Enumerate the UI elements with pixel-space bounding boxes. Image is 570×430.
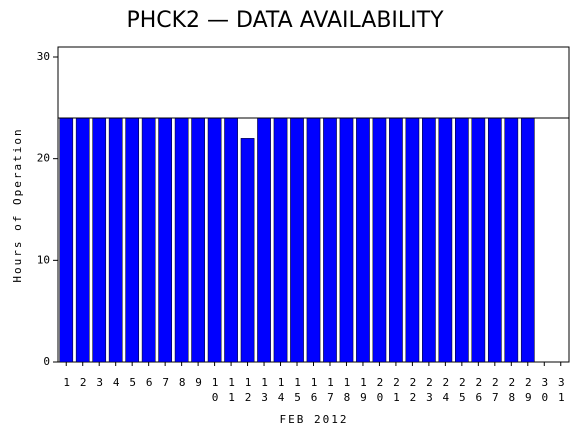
x-tick-label: 14 <box>275 376 288 406</box>
x-tick-label: 15 <box>291 376 304 406</box>
x-tick-label: 1 <box>60 376 73 391</box>
bar <box>306 117 321 363</box>
x-tick-label: 20 <box>373 376 386 406</box>
x-tick-label: 3 <box>93 376 106 391</box>
bar <box>356 117 370 363</box>
x-tick-label: 5 <box>126 376 139 391</box>
bar <box>455 117 469 363</box>
x-tick-label: 8 <box>176 376 189 391</box>
x-tick-label: 13 <box>258 376 271 406</box>
x-tick-label: 18 <box>340 376 353 406</box>
x-tick-label: 7 <box>159 376 172 391</box>
x-tick-label: 10 <box>209 376 222 406</box>
x-tick-label: 31 <box>555 376 568 406</box>
y-tick-label: 0 <box>43 355 50 368</box>
x-tick-label: 12 <box>242 376 255 406</box>
x-tick-label: 11 <box>225 376 238 406</box>
bar <box>372 117 387 363</box>
y-tick-label: 30 <box>37 50 50 63</box>
chart-title: PHCK2 — DATA AVAILABILITY <box>126 8 444 33</box>
x-tick-label: 9 <box>192 376 205 391</box>
x-tick-label: 23 <box>423 376 436 406</box>
bar <box>158 117 172 363</box>
bar <box>487 117 502 363</box>
x-tick-label: 26 <box>472 376 485 406</box>
bar <box>273 117 288 363</box>
bar <box>471 117 486 363</box>
y-tick-label: 20 <box>37 152 50 165</box>
x-tick-label: 6 <box>143 376 156 391</box>
bar <box>257 117 271 363</box>
x-tick-label: 24 <box>439 376 452 406</box>
bar <box>108 117 123 363</box>
bar <box>141 117 156 363</box>
bar <box>504 117 519 363</box>
y-axis-label: Hours of Operation <box>11 127 24 282</box>
x-tick-label: 22 <box>406 376 419 406</box>
y-tick-label: 10 <box>37 253 50 266</box>
x-axis-label: FEB 2012 <box>280 413 349 426</box>
bar <box>207 117 222 363</box>
x-tick-label: 16 <box>308 376 321 406</box>
bar <box>191 117 205 363</box>
bar <box>422 117 436 363</box>
bar <box>224 117 238 363</box>
x-tick-label: 21 <box>390 376 403 406</box>
bar <box>290 117 304 363</box>
bar <box>75 117 90 363</box>
x-tick-label: 4 <box>110 376 123 391</box>
x-tick-label: 28 <box>505 376 518 406</box>
bar <box>520 117 535 363</box>
bar <box>339 117 354 363</box>
x-tick-label: 17 <box>324 376 337 406</box>
bar <box>240 138 255 363</box>
x-tick-label: 19 <box>357 376 370 406</box>
bar <box>174 117 189 363</box>
x-tick-label: 27 <box>489 376 502 406</box>
x-tick-label: 30 <box>538 376 551 406</box>
bar <box>125 117 140 363</box>
x-tick-label: 25 <box>456 376 469 406</box>
bar <box>405 117 420 363</box>
x-tick-label: 2 <box>77 376 90 391</box>
bar <box>438 117 453 363</box>
bar <box>389 117 403 363</box>
bar <box>323 117 337 363</box>
x-tick-label: 29 <box>522 376 535 406</box>
bar <box>92 117 107 363</box>
bar <box>59 117 74 363</box>
